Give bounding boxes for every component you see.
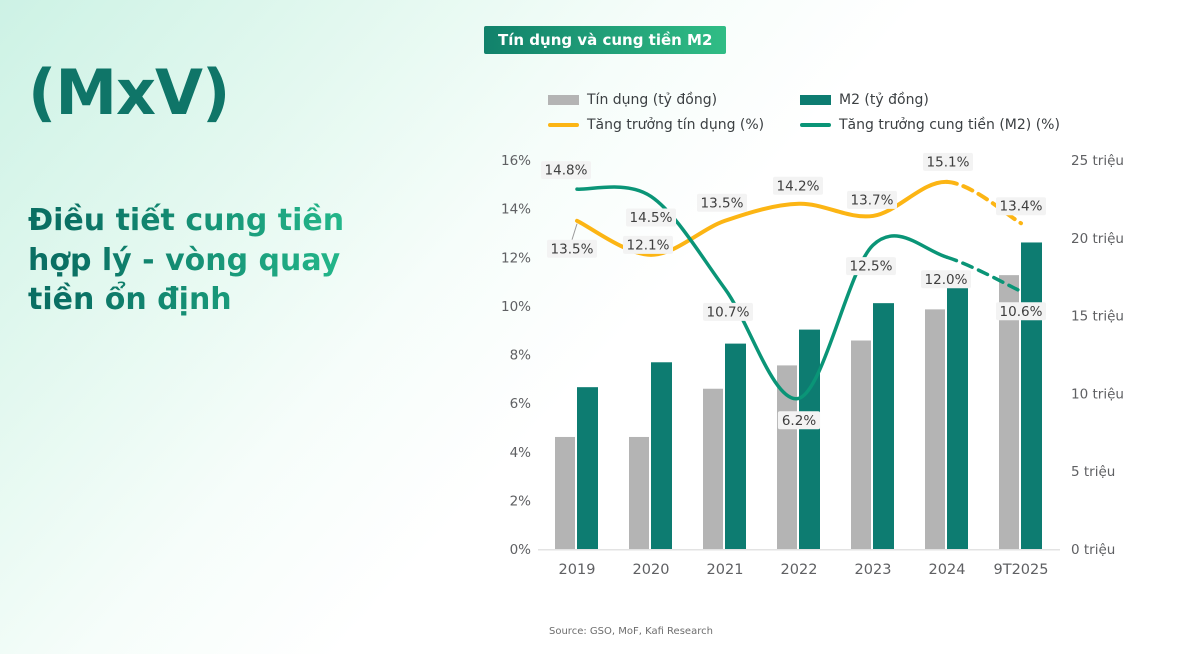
bar-tin-dung bbox=[703, 388, 723, 549]
data-label: 10.7% bbox=[707, 304, 750, 320]
x-axis-label: 2022 bbox=[781, 562, 818, 578]
legend-item: M2 (tỷ đồng) bbox=[800, 92, 1060, 108]
legend-item: Tín dụng (tỷ đồng) bbox=[548, 92, 800, 108]
left-axis-tick: 16% bbox=[501, 153, 531, 169]
data-label: 12.5% bbox=[850, 259, 893, 275]
data-label: 14.5% bbox=[630, 210, 673, 226]
data-label-chip bbox=[846, 257, 896, 276]
x-axis-label: 2024 bbox=[929, 562, 966, 578]
left-axis-tick: 2% bbox=[510, 493, 532, 509]
legend-swatch-tin-dung-bar bbox=[548, 95, 579, 105]
x-axis-label: 2023 bbox=[855, 562, 892, 578]
chart-title-badge: Tín dụng và cung tiền M2 bbox=[484, 26, 727, 54]
bar-tin-dung bbox=[999, 275, 1019, 549]
right-axis-tick: 15 triệu bbox=[1071, 309, 1124, 325]
data-label: 10.6% bbox=[1000, 304, 1043, 320]
x-axis-label: 2020 bbox=[633, 562, 670, 578]
legend-label: M2 (tỷ đồng) bbox=[839, 92, 929, 108]
data-label-chip bbox=[626, 208, 676, 227]
data-label: 12.1% bbox=[627, 237, 670, 253]
chart-legend: Tín dụng (tỷ đồng) M2 (tỷ đồng) Tăng trưởn… bbox=[548, 92, 1060, 133]
x-axis-label: 9T2025 bbox=[994, 562, 1049, 578]
x-axis-label: 2021 bbox=[707, 562, 744, 578]
data-label: 6.2% bbox=[782, 413, 816, 429]
data-label-chip bbox=[921, 270, 971, 289]
data-label: 13.5% bbox=[701, 195, 744, 211]
growth-line-solid bbox=[575, 185, 949, 401]
bar-m2 bbox=[1021, 242, 1042, 549]
left-axis-tick: 4% bbox=[510, 445, 532, 461]
legend-label: Tín dụng (tỷ đồng) bbox=[587, 92, 718, 108]
data-label-chip bbox=[547, 239, 597, 258]
data-label-chip bbox=[773, 176, 823, 195]
left-panel: (MxV) Điều tiết cung tiền hợp lý - vòng … bbox=[28, 56, 428, 320]
right-axis-tick: 0 triệu bbox=[1071, 542, 1115, 558]
right-axis-tick: 25 triệu bbox=[1071, 153, 1124, 169]
data-label: 14.2% bbox=[777, 178, 820, 194]
left-axis-tick: 10% bbox=[501, 299, 531, 315]
growth-line-dashed-forecast bbox=[945, 179, 1023, 226]
right-axis-tick: 10 triệu bbox=[1071, 386, 1124, 402]
data-label-chip bbox=[847, 190, 897, 209]
legend-swatch-credit-growth-line bbox=[548, 123, 579, 127]
data-label-chip bbox=[996, 197, 1046, 216]
left-axis-tick: 12% bbox=[501, 250, 531, 266]
data-label-chip bbox=[541, 161, 591, 180]
data-label-chip bbox=[996, 302, 1046, 321]
data-label-chip bbox=[703, 302, 753, 321]
data-label-chip bbox=[623, 235, 673, 254]
legend-label: Tăng trưởng cung tiền (M2) (%) bbox=[839, 117, 1060, 133]
legend-swatch-m2-bar bbox=[800, 95, 831, 105]
bar-m2 bbox=[799, 329, 820, 549]
source-note: Source: GSO, MoF, Kafi Research bbox=[549, 626, 713, 637]
left-axis-tick: 14% bbox=[501, 202, 531, 218]
bar-tin-dung bbox=[851, 340, 871, 549]
x-axis-label: 2019 bbox=[559, 562, 596, 578]
legend-label: Tăng trưởng tín dụng (%) bbox=[587, 117, 765, 133]
bar-m2 bbox=[947, 287, 968, 549]
brand-logo-text: (MxV) bbox=[28, 56, 230, 129]
bar-tin-dung bbox=[925, 309, 945, 549]
data-label-chip bbox=[697, 193, 747, 212]
data-label: 14.8% bbox=[545, 163, 588, 179]
bar-m2 bbox=[873, 303, 894, 549]
legend-item: Tăng trưởng cung tiền (M2) (%) bbox=[800, 117, 1060, 133]
bar-m2 bbox=[725, 343, 746, 549]
left-axis-tick: 8% bbox=[510, 348, 532, 364]
bar-tin-dung bbox=[555, 436, 575, 549]
data-label: 13.7% bbox=[851, 192, 894, 208]
label-leader-line bbox=[571, 223, 578, 240]
data-label-chip bbox=[923, 152, 973, 171]
left-axis-tick: 6% bbox=[510, 396, 532, 412]
legend-item: Tăng trưởng tín dụng (%) bbox=[548, 117, 800, 133]
data-label: 13.5% bbox=[551, 241, 594, 257]
bar-tin-dung bbox=[629, 436, 649, 549]
data-label: 12.0% bbox=[925, 272, 968, 288]
right-axis-tick: 20 triệu bbox=[1071, 231, 1124, 247]
legend-swatch-m2-growth-line bbox=[800, 123, 831, 127]
right-axis-tick: 5 triệu bbox=[1071, 464, 1115, 480]
bar-m2 bbox=[651, 362, 672, 549]
bar-tin-dung bbox=[777, 365, 797, 549]
bar-m2 bbox=[577, 387, 598, 549]
left-axis-tick: 0% bbox=[510, 542, 532, 558]
data-label-chip bbox=[777, 411, 821, 430]
data-label: 13.4% bbox=[1000, 199, 1043, 215]
data-label: 15.1% bbox=[927, 154, 970, 170]
growth-line-dashed-forecast bbox=[945, 255, 1023, 294]
headline-text: Điều tiết cung tiền hợp lý - vòng quay t… bbox=[28, 201, 398, 320]
